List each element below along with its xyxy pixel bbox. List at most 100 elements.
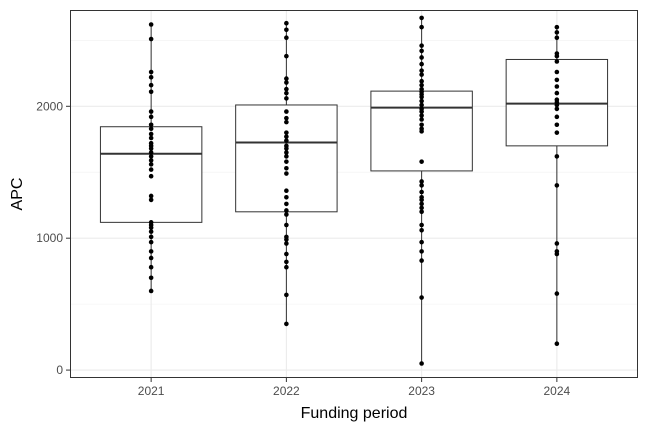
data-point — [148, 167, 154, 172]
data-point — [148, 150, 154, 155]
data-points — [148, 15, 560, 366]
data-point — [148, 122, 154, 128]
data-point — [148, 114, 154, 120]
data-point — [148, 255, 154, 261]
data-point — [554, 241, 560, 246]
data-point — [284, 80, 289, 85]
data-point — [148, 229, 154, 234]
data-point — [419, 15, 424, 21]
data-point — [284, 264, 289, 270]
data-point — [148, 275, 154, 281]
data-point — [284, 208, 289, 213]
data-point — [419, 24, 424, 30]
data-point — [284, 251, 289, 257]
data-point — [284, 259, 289, 265]
data-point — [284, 134, 289, 139]
data-point — [148, 154, 154, 159]
data-point — [148, 193, 154, 199]
data-point — [284, 222, 289, 228]
data-point — [419, 129, 424, 134]
data-point — [554, 106, 560, 112]
data-point — [148, 36, 154, 42]
data-point — [284, 241, 289, 246]
data-point — [419, 98, 424, 104]
data-point — [284, 201, 289, 207]
data-point — [148, 158, 154, 163]
data-point — [148, 22, 154, 27]
data-point — [284, 53, 289, 59]
data-point — [554, 154, 560, 159]
plot-panel-border — [70, 10, 638, 378]
data-point — [148, 288, 154, 294]
data-point — [554, 77, 560, 83]
data-point — [554, 84, 560, 89]
data-point — [148, 225, 154, 230]
data-point — [419, 227, 424, 233]
data-point — [419, 197, 424, 203]
data-point — [419, 109, 424, 114]
data-point — [284, 109, 289, 114]
data-point — [284, 194, 289, 200]
data-point — [284, 115, 289, 121]
data-point — [554, 251, 560, 257]
x-tick-label: 2023 — [408, 384, 435, 398]
data-point — [554, 130, 560, 135]
x-tick-label: 2022 — [273, 384, 300, 398]
data-point — [284, 130, 289, 135]
data-point — [419, 72, 424, 77]
y-tick-label: 1000 — [36, 231, 63, 245]
data-point — [148, 264, 154, 270]
data-point — [419, 249, 424, 254]
data-point — [419, 68, 424, 73]
data-point — [284, 188, 289, 194]
data-point — [419, 117, 424, 122]
data-point — [419, 201, 424, 207]
data-point — [284, 27, 289, 33]
data-point — [419, 113, 424, 118]
data-point — [148, 146, 154, 151]
data-point — [284, 237, 289, 242]
y-tick-label: 0 — [56, 363, 63, 377]
data-point — [419, 61, 424, 67]
data-point — [284, 146, 289, 151]
y-axis-title: APC — [9, 178, 26, 211]
data-point — [419, 239, 424, 245]
data-point — [554, 59, 560, 64]
data-point — [148, 249, 154, 254]
data-point — [284, 35, 289, 40]
data-point — [419, 78, 424, 84]
data-point — [284, 119, 289, 125]
data-point — [284, 86, 289, 92]
data-point — [554, 90, 560, 96]
data-point — [554, 341, 560, 347]
data-point — [554, 114, 560, 120]
data-point — [419, 258, 424, 263]
data-point — [554, 30, 560, 35]
data-point — [148, 74, 154, 80]
data-point — [284, 212, 289, 217]
data-point — [419, 43, 424, 48]
data-point — [419, 48, 424, 54]
data-point — [148, 173, 154, 179]
data-point — [419, 159, 424, 164]
data-point — [419, 209, 424, 215]
data-point — [148, 82, 154, 88]
data-point — [419, 189, 424, 195]
data-point — [419, 82, 424, 88]
data-point — [419, 295, 424, 300]
data-point — [554, 102, 560, 108]
data-point — [554, 69, 560, 75]
data-point — [554, 53, 560, 59]
data-point — [419, 102, 424, 108]
x-tick-label: 2024 — [544, 384, 571, 398]
data-point — [554, 24, 560, 30]
x-tick-label: 2021 — [138, 384, 165, 398]
x-axis: 2021 2022 2023 2024 — [138, 378, 571, 398]
data-point — [554, 35, 560, 40]
data-point — [148, 239, 154, 245]
data-point — [419, 222, 424, 228]
y-axis: 0 1000 2000 — [36, 99, 70, 377]
data-point — [284, 321, 289, 327]
data-point — [284, 96, 289, 101]
